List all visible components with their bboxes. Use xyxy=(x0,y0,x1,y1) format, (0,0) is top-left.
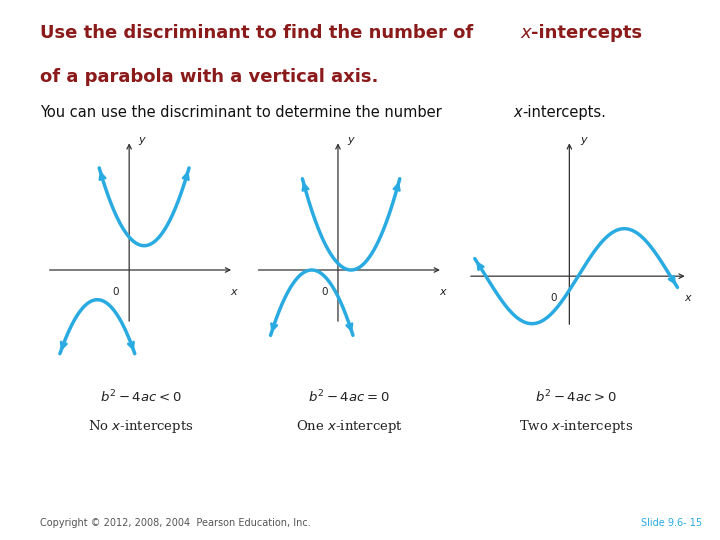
Text: $b^2-4ac=0$: $b^2-4ac=0$ xyxy=(308,389,390,405)
Text: 0: 0 xyxy=(113,287,120,296)
Text: 0: 0 xyxy=(551,293,557,303)
Text: of a parabola with a vertical axis.: of a parabola with a vertical axis. xyxy=(40,68,378,85)
Text: y: y xyxy=(138,136,145,145)
Text: $b^2-4ac>0$: $b^2-4ac>0$ xyxy=(535,389,617,405)
Text: 0: 0 xyxy=(322,287,328,296)
Text: Two $x$-intercepts: Two $x$-intercepts xyxy=(519,418,633,435)
Text: x: x xyxy=(684,293,691,303)
Text: y: y xyxy=(580,136,587,145)
Text: -intercepts.: -intercepts. xyxy=(523,105,606,120)
Text: One $x$-intercept: One $x$-intercept xyxy=(296,418,402,435)
Text: Slide 9.6- 15: Slide 9.6- 15 xyxy=(641,518,702,528)
Text: $x$: $x$ xyxy=(513,105,524,120)
Text: No $x$-intercepts: No $x$-intercepts xyxy=(88,418,193,435)
Text: x: x xyxy=(230,287,238,296)
Text: Use the discriminant to find the number of: Use the discriminant to find the number … xyxy=(40,24,479,42)
Text: y: y xyxy=(347,136,354,145)
Text: $x$: $x$ xyxy=(520,24,533,42)
Text: You can use the discriminant to determine the number: You can use the discriminant to determin… xyxy=(40,105,446,120)
Text: x: x xyxy=(439,287,446,296)
Text: Copyright © 2012, 2008, 2004  Pearson Education, Inc.: Copyright © 2012, 2008, 2004 Pearson Edu… xyxy=(40,518,310,528)
Text: $b^2-4ac<0$: $b^2-4ac<0$ xyxy=(99,389,181,405)
Text: -intercepts: -intercepts xyxy=(531,24,642,42)
